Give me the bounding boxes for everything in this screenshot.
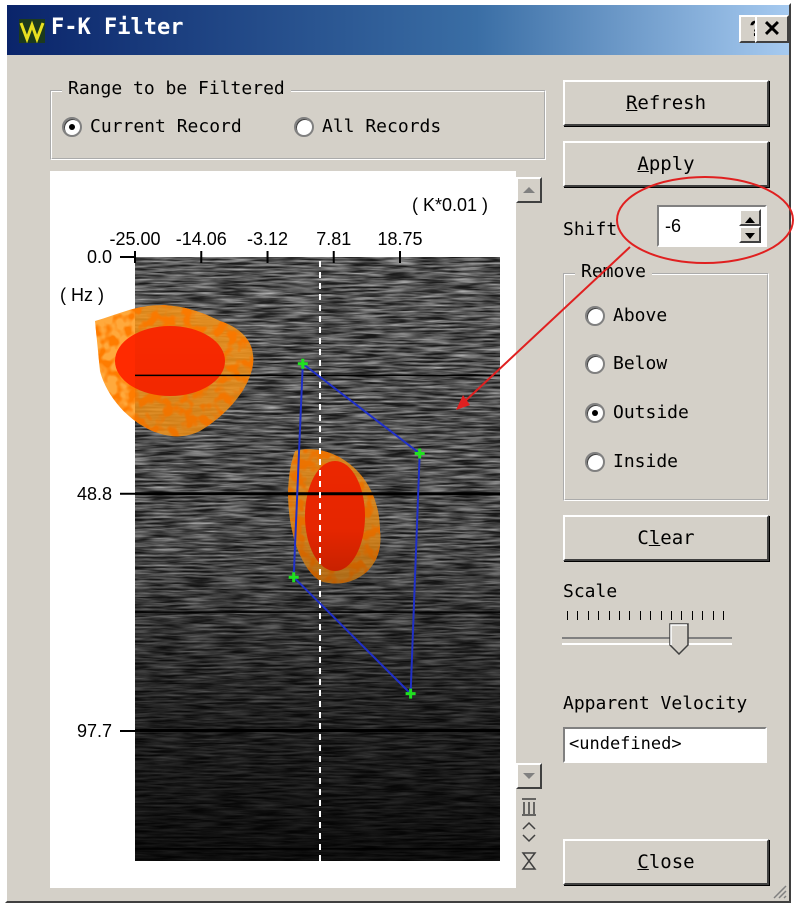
radio-label: Current Record bbox=[90, 116, 242, 137]
scale-tick-mark bbox=[671, 611, 672, 620]
shift-value: -6 bbox=[665, 216, 682, 236]
range-group-legend: Range to be Filtered bbox=[62, 78, 291, 99]
scale-tick-mark bbox=[577, 611, 579, 620]
radio-label: All Records bbox=[322, 116, 442, 137]
scale-slider-thumb[interactable] bbox=[669, 623, 690, 656]
remove-group: Remove Above Below Outside Inside bbox=[563, 261, 769, 501]
f-tick-label: 97.7 bbox=[77, 721, 112, 741]
k-tick-label: -14.06 bbox=[176, 229, 227, 249]
resize-grip-icon[interactable] bbox=[771, 883, 787, 899]
k-tick-label: -25.00 bbox=[109, 229, 160, 249]
polygon-vertices[interactable] bbox=[288, 358, 425, 699]
scale-tick-mark bbox=[639, 611, 641, 620]
spectrum-fade bbox=[135, 257, 500, 861]
remove-group-legend: Remove bbox=[575, 261, 653, 282]
radio-off-icon bbox=[585, 452, 605, 472]
fk-filter-dialog: F-K Filter ? ✕ Range to be Filtered Curr… bbox=[5, 3, 791, 903]
scale-tick-mark bbox=[712, 611, 714, 620]
radio-on-icon bbox=[585, 403, 605, 423]
f-tick-label: 48.8 bbox=[77, 484, 112, 504]
scale-tick-mark bbox=[702, 611, 704, 620]
scale-ticks bbox=[567, 611, 727, 621]
f-tick-label: 0.0 bbox=[87, 247, 112, 267]
frequency-gridlines bbox=[135, 374, 500, 850]
radio-inside[interactable]: Inside bbox=[585, 451, 678, 472]
title-bar[interactable]: F-K Filter ? ✕ bbox=[7, 5, 789, 55]
scale-tick-mark bbox=[681, 611, 683, 620]
fk-plot-svg: -25.00 -14.06 -3.12 7.81 18.75 0.0 48.8 97.7 (… bbox=[60, 195, 500, 861]
scale-tick-mark bbox=[608, 611, 610, 620]
radio-on-icon bbox=[62, 117, 82, 137]
refresh-button[interactable]: Refresh bbox=[563, 80, 769, 126]
app-logo-icon bbox=[19, 19, 45, 44]
fk-spectrum-plot[interactable]: -25.00 -14.06 -3.12 7.81 18.75 0.0 48.8 97.7 (… bbox=[50, 171, 516, 888]
scroll-up-button[interactable] bbox=[516, 177, 542, 203]
k-unit-label: ( K*0.01 ) bbox=[412, 195, 488, 215]
radio-outside[interactable]: Outside bbox=[585, 402, 689, 423]
scale-tick-mark bbox=[587, 611, 589, 620]
shift-label: Shift bbox=[563, 219, 618, 240]
radio-below[interactable]: Below bbox=[585, 353, 667, 374]
polygon-vertex-handle[interactable] bbox=[297, 358, 308, 369]
apply-button[interactable]: Apply bbox=[563, 141, 769, 187]
window-title: F-K Filter bbox=[51, 15, 184, 40]
clear-button[interactable]: Clear bbox=[563, 515, 769, 561]
scale-tick-mark bbox=[619, 611, 620, 620]
k-axis: -25.00 -14.06 -3.12 7.81 18.75 bbox=[109, 229, 423, 263]
range-group: Range to be Filtered Current Record All … bbox=[50, 78, 546, 160]
shift-up-button[interactable] bbox=[739, 209, 761, 226]
radio-label: Inside bbox=[613, 451, 679, 472]
k-tick-label: 7.81 bbox=[316, 229, 351, 249]
k-tick-label: -3.12 bbox=[247, 229, 288, 249]
radio-above[interactable]: Above bbox=[585, 305, 667, 326]
close-window-button[interactable]: ✕ bbox=[755, 15, 789, 43]
f-axis: 0.0 48.8 97.7 bbox=[77, 247, 135, 741]
f-unit-label: ( Hz ) bbox=[60, 285, 104, 305]
scroll-down-button[interactable] bbox=[516, 763, 542, 789]
apparent-velocity-field[interactable]: <undefined> bbox=[563, 727, 767, 763]
radio-label: Below bbox=[613, 353, 668, 374]
radio-off-icon bbox=[294, 117, 314, 137]
scale-slider-track[interactable] bbox=[562, 637, 732, 645]
radio-all-records[interactable]: All Records bbox=[294, 116, 441, 137]
scroll-extra-controls[interactable] bbox=[516, 793, 542, 893]
close-button[interactable]: Close bbox=[563, 839, 769, 885]
polygon-vertex-handle[interactable] bbox=[288, 572, 299, 583]
scale-tick-mark bbox=[629, 611, 631, 620]
shift-down-button[interactable] bbox=[739, 226, 761, 243]
scale-tick-mark bbox=[691, 611, 693, 620]
radio-label: Above bbox=[613, 305, 668, 326]
polygon-vertex-handle[interactable] bbox=[414, 448, 425, 459]
scale-tick-mark bbox=[723, 611, 724, 620]
scale-tick-mark bbox=[660, 611, 662, 620]
radio-off-icon bbox=[585, 354, 605, 374]
scale-tick-mark bbox=[567, 611, 568, 620]
polygon-vertex-handle[interactable] bbox=[405, 688, 416, 699]
k-tick-label: 18.75 bbox=[377, 229, 422, 249]
radio-current-record[interactable]: Current Record bbox=[62, 116, 242, 137]
apparent-velocity-label: Apparent Velocity bbox=[563, 693, 748, 714]
scale-tick-mark bbox=[598, 611, 600, 620]
scale-tick-mark bbox=[650, 611, 652, 620]
shift-spinbox[interactable]: -6 bbox=[657, 205, 767, 247]
radio-label: Outside bbox=[613, 402, 689, 423]
radio-off-icon bbox=[585, 306, 605, 326]
scale-label: Scale bbox=[563, 581, 618, 602]
